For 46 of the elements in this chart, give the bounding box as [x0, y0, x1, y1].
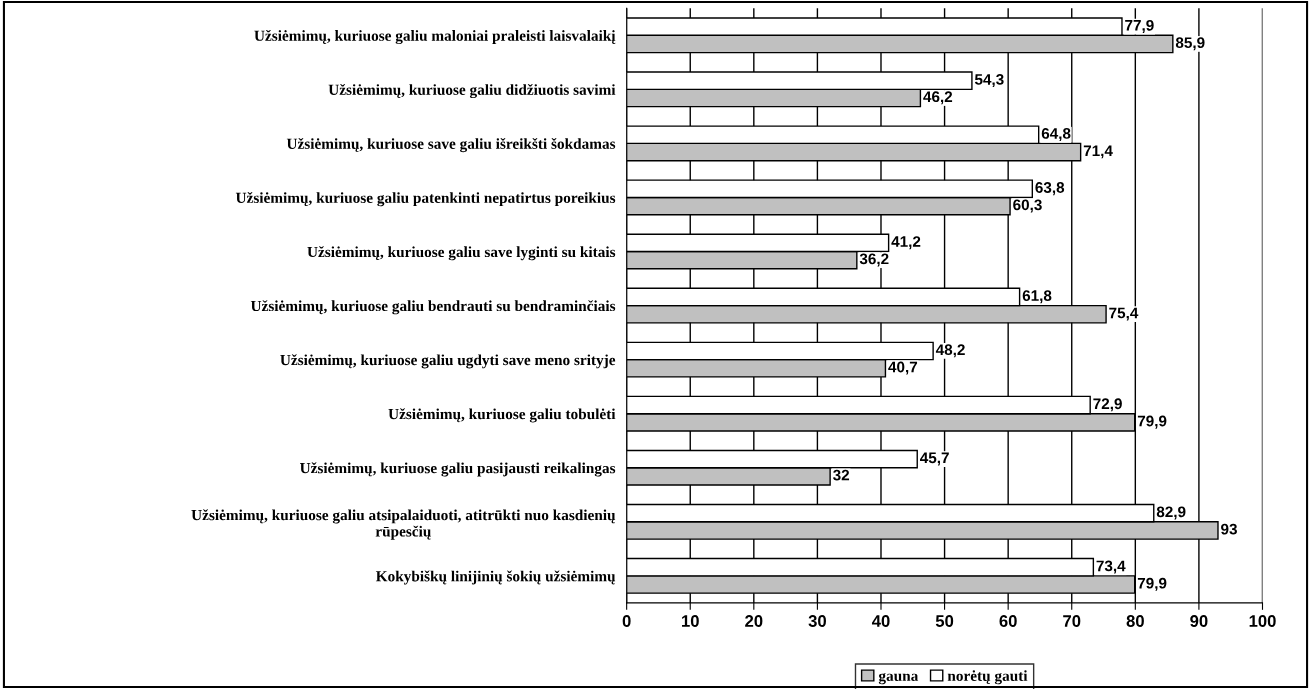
- y-tick-label: Užsiėmimų, kuriuose galiu tobulėti: [388, 408, 616, 423]
- x-tick-label: 60: [999, 615, 1017, 627]
- x-tick-label: 80: [1126, 615, 1144, 627]
- data-label: 73,4: [1096, 560, 1126, 574]
- y-tick-label: Užsiėmimų, kuriuose galiu patenkinti nepatirtus poreikius: [235, 192, 616, 207]
- data-label: 79,9: [1137, 415, 1167, 429]
- data-label: 40,7: [888, 361, 918, 375]
- y-tick-label: Kokybiškų linijinių šokių užsiėmimų: [375, 570, 616, 585]
- x-tick-label: 90: [1190, 615, 1208, 627]
- data-label: 75,4: [1109, 307, 1139, 321]
- legend-label: gauna: [878, 672, 919, 685]
- x-tick-label: 70: [1063, 615, 1081, 627]
- x-tick-label: 0: [622, 615, 631, 627]
- data-label: 82,9: [1156, 506, 1186, 520]
- x-tick-label: 20: [745, 615, 763, 627]
- y-tick-label: Užsiėmimų, kuriuose galiu didžiuotis savimi: [328, 83, 616, 99]
- x-tick-label: 40: [871, 615, 890, 627]
- y-tick-label: Užsiėmimų, kuriuose galiu bendrauti su bendraminčiais: [250, 300, 616, 315]
- data-label: 77,9: [1125, 19, 1154, 33]
- y-tick-label: Užsiėmimų, kuriuose galiu maloniai praleisti laisvalaikį: [254, 29, 616, 45]
- data-label: 54,3: [974, 73, 1004, 88]
- data-label: 60,3: [1013, 199, 1042, 213]
- data-label: 79,9: [1137, 577, 1167, 591]
- data-label: 72,9: [1093, 398, 1122, 412]
- y-tick-label: Užsiėmimų, kuriuose galiu ugdyti save meno srityje: [280, 354, 616, 369]
- x-tick-label: 30: [808, 615, 826, 627]
- legend-label: norėtų gauti: [947, 670, 1028, 685]
- x-tick-label: 50: [935, 615, 954, 627]
- data-label: 46,2: [923, 91, 953, 105]
- data-label: 32: [833, 469, 850, 481]
- data-label: 41,2: [891, 236, 921, 250]
- data-label: 48,2: [935, 344, 965, 358]
- y-tick-label: Užsiėmimų, kuriuose galiu save lyginti su kitais: [307, 246, 616, 261]
- x-tick-label: 100: [1249, 615, 1276, 627]
- y-tick-label: Užsiėmimų, kuriuose save galiu išreikšti šokdamas: [286, 138, 616, 153]
- data-label: 71,4: [1083, 145, 1113, 159]
- data-label: 64,8: [1041, 128, 1071, 142]
- data-label: 36,2: [859, 253, 889, 267]
- data-label: 61,8: [1022, 290, 1052, 304]
- data-label: 93: [1221, 523, 1237, 535]
- data-label: 45,7: [920, 452, 949, 466]
- y-tick-label: Užsiėmimų, kuriuose galiu pasijausti reikalingas: [300, 462, 616, 477]
- x-tick-label: 10: [682, 615, 699, 627]
- y-tick-label: Užsiėmimų, kuriuose galiu atsipalaiduoti, atitrūkti nuo kasdienių rūpesčių: [191, 509, 616, 540]
- data-label: 63,8: [1035, 182, 1065, 196]
- data-label: 85,9: [1175, 37, 1205, 51]
